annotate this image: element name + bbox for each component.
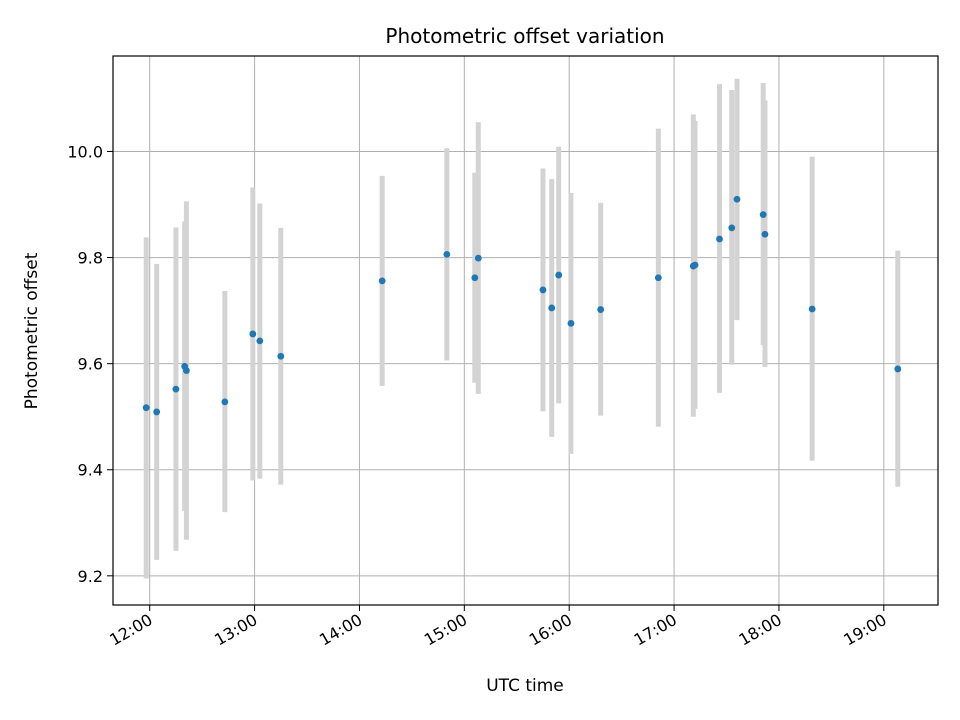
y-axis-ticks: 9.2 9.4 9.6 9.8 10.0	[67, 142, 113, 586]
x-tick-label: 17:00	[631, 610, 680, 650]
data-points	[142, 195, 902, 416]
data-point	[277, 352, 285, 360]
data-point	[654, 274, 662, 282]
data-point	[567, 319, 575, 327]
x-tick-label: 18:00	[736, 610, 785, 650]
data-point	[249, 330, 257, 338]
data-point	[733, 195, 741, 203]
data-point	[183, 367, 190, 374]
data-point	[443, 250, 451, 258]
data-point	[894, 365, 902, 373]
x-tick-label: 13:00	[211, 610, 260, 650]
y-tick-label: 10.0	[67, 142, 103, 161]
data-point	[555, 271, 563, 279]
data-point	[716, 235, 723, 243]
data-point	[378, 277, 386, 285]
x-axis-ticks: 12:00 13:00 14:00 15:00 16:00 17:00 18:00 19:00	[106, 605, 890, 650]
x-tick-label: 15:00	[421, 610, 470, 650]
data-point	[142, 404, 150, 412]
chart-title: Photometric offset variation	[385, 24, 664, 48]
y-tick-label: 9.2	[78, 567, 103, 586]
data-point	[474, 254, 482, 262]
error-bars	[143, 78, 901, 579]
data-point	[221, 398, 229, 406]
y-tick-label: 9.6	[78, 355, 103, 374]
y-tick-label: 9.8	[78, 249, 103, 268]
data-point	[761, 230, 769, 238]
data-point	[691, 261, 699, 269]
y-tick-label: 9.4	[78, 461, 103, 480]
data-point	[759, 211, 767, 219]
data-point	[597, 306, 605, 313]
x-tick-label: 16:00	[526, 610, 575, 650]
x-tick-label: 14:00	[316, 610, 365, 650]
data-point	[808, 305, 816, 313]
x-tick-label: 12:00	[106, 610, 155, 650]
data-point	[548, 304, 556, 312]
data-point	[153, 408, 161, 416]
data-point	[471, 274, 479, 282]
x-tick-label: 19:00	[840, 610, 889, 650]
data-point	[172, 385, 180, 393]
data-point	[539, 286, 547, 294]
y-axis-title: Photometric offset	[22, 252, 42, 409]
data-point	[728, 224, 736, 232]
plot-frame	[112, 55, 939, 606]
data-point	[256, 337, 264, 345]
x-axis-title: UTC time	[486, 676, 564, 696]
